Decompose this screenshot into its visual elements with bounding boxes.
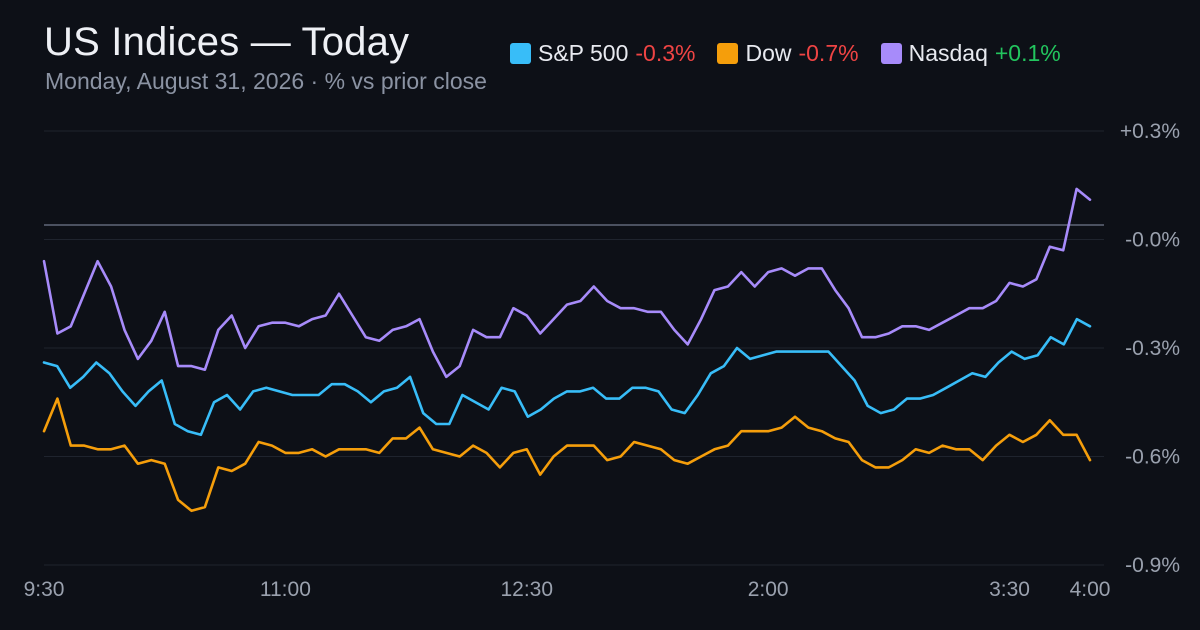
x-tick-label: 2:00 [748,578,789,601]
legend-label-dow: Dow [745,40,792,66]
series-line-s-p-500 [42,317,1092,437]
legend-change-sp500: -0.3% [635,40,696,66]
chart-subtitle: Monday, August 31, 2026 · % vs prior clo… [45,68,487,94]
x-tick-label: 9:30 [24,578,65,601]
legend-swatch-sp500 [510,43,531,64]
x-axis-ticks: 9:30 11:00 12:30 2:00 3:30 4:00 [24,578,1111,601]
legend-change-nasdaq: +0.1% [994,40,1061,66]
series-lines [42,187,1092,513]
grid-lines [44,130,1104,566]
legend-swatch-dow [717,43,739,64]
legend-label-nasdaq: Nasdaq [908,40,988,66]
y-tick-label: -0.9% [1125,554,1180,577]
x-tick-label: 12:30 [500,578,553,601]
legend-swatch-nasdaq [880,43,902,64]
y-tick-label: -0.3% [1125,337,1180,360]
x-tick-label: 4:00 [1070,578,1111,601]
series-line-nasdaq [42,187,1092,379]
x-tick-label: 11:00 [260,578,311,601]
legend-label-sp500: S&P 500 [538,40,629,66]
legend-item-nasdaq[interactable]: Nasdaq +0.1% [880,40,1061,67]
y-tick-label: -0.6% [1125,446,1180,469]
x-tick-label: 3:30 [989,578,1030,601]
chart-title: US Indices — Today [44,20,410,64]
legend-change-dow: -0.7% [798,40,859,66]
legend-item-dow[interactable]: Dow -0.7% [717,40,859,67]
y-tick-label: +0.3% [1120,120,1180,143]
legend-item-sp500[interactable]: S&P 500 -0.3% [510,40,695,67]
y-axis-ticks: +0.3% -0.0% -0.3% -0.6% -0.9% [1120,120,1180,577]
y-tick-label: -0.0% [1125,229,1180,252]
series-line-dow [42,397,1092,513]
legend: S&P 500 -0.3% Dow -0.7% Nasdaq +0.1% [510,40,1061,67]
